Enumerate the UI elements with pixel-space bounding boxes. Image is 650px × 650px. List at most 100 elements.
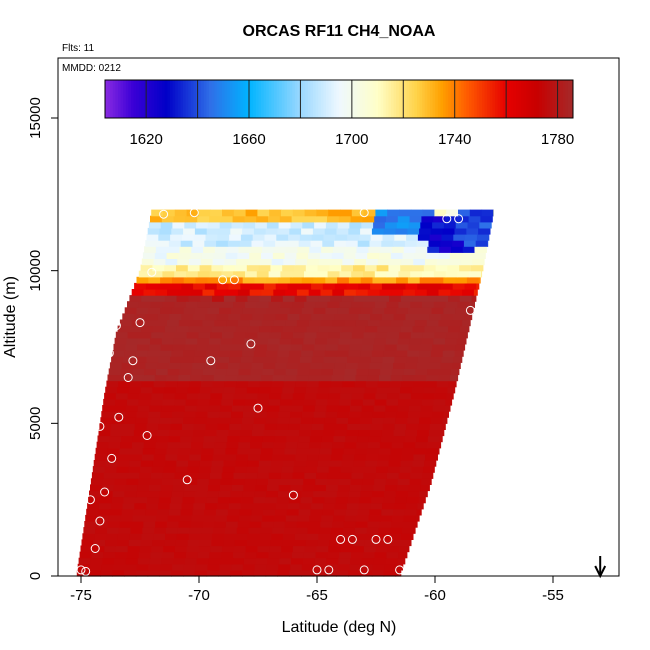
curtain-cell: [200, 380, 214, 388]
curtain-cell: [351, 551, 364, 559]
curtain-cell: [288, 234, 301, 241]
curtain-cell: [136, 490, 149, 498]
curtain-cell: [165, 453, 178, 461]
curtain-cell: [202, 289, 215, 296]
curtain-cell: [152, 264, 165, 272]
curtain-cell: [249, 252, 262, 259]
curtain-cell: [259, 533, 272, 540]
curtain-cell: [188, 460, 201, 467]
curtain-cell: [249, 289, 263, 296]
curtain-cell: [317, 466, 330, 473]
curtain-cell: [233, 392, 247, 400]
curtain-cell: [165, 380, 178, 388]
curtain-cell: [396, 563, 404, 571]
curtain-cell: [110, 502, 124, 510]
curtain-cell: [263, 240, 276, 247]
curtain-cell: [185, 398, 199, 406]
curtain-cell: [217, 423, 230, 430]
x-axis: -75 -70 -65 -60 -55: [70, 576, 564, 604]
curtain-cell: [304, 392, 318, 400]
curtain-cell: [157, 282, 171, 290]
curtain-cell: [251, 240, 264, 247]
flight-point: [147, 267, 157, 277]
curtain-cell: [214, 319, 227, 327]
colorbar-segment: [209, 80, 213, 118]
curtain-cell: [235, 460, 248, 467]
curtain-cell: [411, 466, 424, 473]
colorbar-segment: [235, 80, 239, 118]
curtain-cell: [174, 472, 187, 479]
curtain-cell: [445, 301, 458, 308]
curtain-cell: [301, 350, 314, 357]
curtain-cell: [354, 380, 367, 388]
curtain-cell: [147, 496, 160, 504]
curtain-cell: [212, 295, 225, 302]
curtain-cell: [281, 545, 294, 553]
curtain-cell: [273, 246, 287, 253]
curtain-cell: [206, 227, 220, 235]
curtain-cell: [266, 411, 279, 418]
curtain-cell: [276, 356, 289, 363]
curtain-cell: [407, 417, 420, 424]
curtain-cell: [330, 453, 344, 461]
curtain-cell: [399, 209, 412, 217]
curtain-cell: [226, 441, 239, 449]
curtain-cell: [241, 496, 254, 504]
curtain-cell: [252, 502, 265, 510]
curtain-cell: [345, 362, 359, 369]
curtain-cell: [180, 362, 194, 369]
curtain-cell: [163, 392, 176, 400]
curtain-cell: [379, 319, 392, 327]
curtain-cell: [429, 234, 443, 241]
curtain-cell: [92, 545, 105, 553]
curtain-cell: [281, 209, 294, 217]
curtain-cell: [216, 362, 229, 369]
curtain-cell: [396, 343, 410, 351]
curtain-cell: [423, 264, 437, 272]
colorbar-segment: [531, 80, 535, 118]
curtain-cell: [410, 331, 424, 339]
colorbar-segment: [567, 80, 571, 118]
curtain-cell: [273, 441, 286, 449]
curtain-cell: [445, 398, 453, 406]
curtain-cell: [480, 215, 493, 223]
curtain-cell: [193, 282, 206, 290]
curtain-cell: [363, 545, 377, 553]
curtain-cell: [235, 264, 248, 272]
curtain-cell: [315, 551, 328, 559]
curtain-cell: [393, 362, 406, 369]
curtain-cell: [376, 466, 389, 473]
curtain-cell: [320, 252, 333, 259]
colorbar-segment: [385, 80, 389, 118]
curtain-cell: [342, 453, 355, 461]
curtain-cell: [346, 429, 359, 437]
curtain-cell: [416, 362, 430, 369]
colorbar-segment: [539, 80, 543, 118]
curtain-cell: [137, 484, 150, 492]
flight-point: [95, 421, 105, 431]
curtain-cell: [344, 289, 357, 296]
curtain-cell: [114, 478, 127, 485]
curtain-cell: [478, 276, 481, 284]
curtain-cell: [412, 264, 425, 272]
curtain-cell: [232, 478, 245, 485]
curtain-cell: [149, 405, 162, 412]
curtain-cell: [101, 411, 114, 418]
curtain-cell: [222, 545, 235, 553]
curtain-cell: [139, 545, 152, 553]
curtain-cell: [327, 301, 340, 308]
curtain-cell: [139, 392, 152, 400]
curtain-cell: [324, 227, 338, 235]
curtain-cell: [422, 209, 435, 217]
curtain-cell: [243, 484, 256, 492]
curtain-cell: [399, 331, 412, 339]
colorbar-segment: [107, 80, 111, 118]
curtain-cell: [326, 478, 340, 485]
curtain-cell: [463, 240, 477, 247]
curtain-cell: [344, 514, 358, 522]
colorbar-segment: [378, 80, 382, 118]
curtain-cell: [130, 453, 143, 461]
curtain-cell: [221, 398, 234, 406]
curtain-cell: [185, 337, 198, 345]
curtain-cell: [300, 423, 313, 430]
